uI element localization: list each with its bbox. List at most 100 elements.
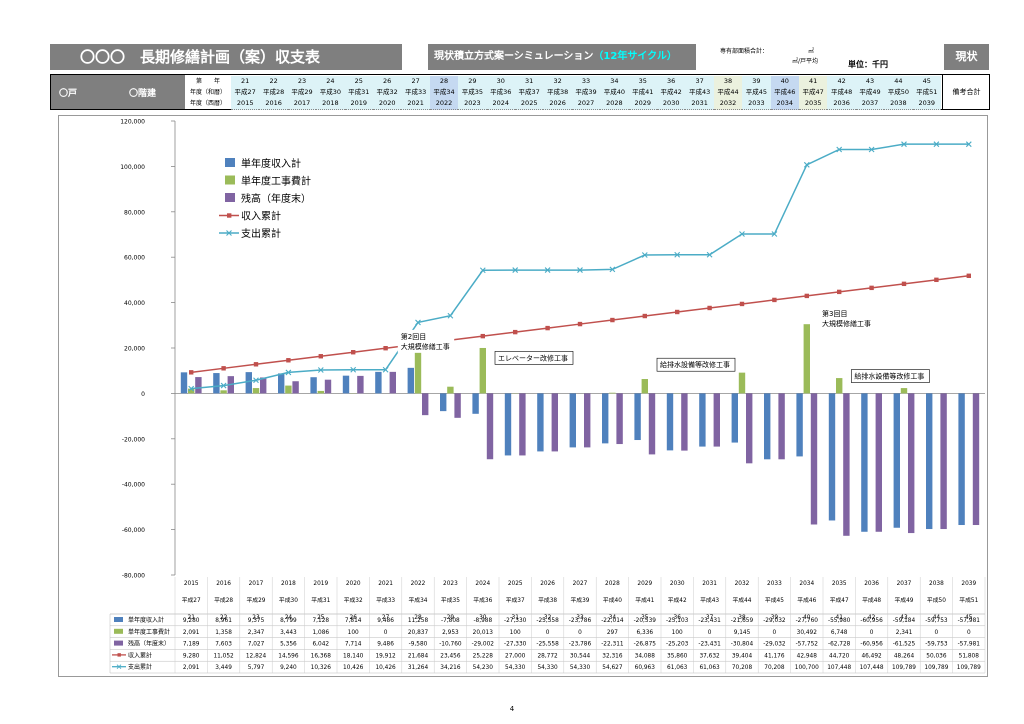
table-cell: 9,375 xyxy=(248,618,265,624)
simulation-label: 現状積立方式案ーシミュレーション（12年サイクル） xyxy=(428,44,696,70)
table-cell: 70,208 xyxy=(764,665,785,671)
table-cell: 10,426 xyxy=(375,665,396,671)
table-cell: 11,258 xyxy=(408,618,429,624)
table-cell: 54,330 xyxy=(537,665,558,671)
year-header-row-label: 年度（和暦） xyxy=(189,89,226,96)
bar xyxy=(602,393,609,444)
table-cell: 0 xyxy=(870,630,874,636)
year-header-row-label: 第 年 xyxy=(195,78,220,85)
data-point xyxy=(286,358,291,363)
table-cell: 9,280 xyxy=(183,618,200,624)
table-header-cell: 平成49 xyxy=(895,596,914,604)
table-cell: 61,063 xyxy=(667,665,688,671)
data-point xyxy=(220,382,227,389)
annotation-text: 大規模修繕工事 xyxy=(822,319,871,328)
table-header-cell: 2037 xyxy=(897,581,912,587)
table-header-cell: 2024 xyxy=(475,581,490,587)
table-cell: -22,311 xyxy=(601,642,624,648)
bar xyxy=(616,393,623,445)
table-header-cell: 2038 xyxy=(929,581,944,587)
year-header-cell: 2027 xyxy=(571,98,601,110)
table-cell: -10,760 xyxy=(439,642,462,648)
annotation-box xyxy=(656,357,736,372)
data-point xyxy=(674,251,681,258)
legend-marker xyxy=(227,213,232,218)
year-header-cell: 2036 xyxy=(827,98,856,110)
table-cell: -23,786 xyxy=(569,618,592,624)
table-header-cell: 平成32 xyxy=(344,596,363,604)
year-header-cell: 2015 xyxy=(231,98,260,110)
table-cell: -8,988 xyxy=(473,618,492,624)
table-cell: 0 xyxy=(935,630,939,636)
data-point xyxy=(253,362,259,367)
data-point xyxy=(739,231,745,237)
bar xyxy=(551,393,558,452)
table-cell: 0 xyxy=(384,630,388,636)
table-header-cell: 44 xyxy=(933,615,941,621)
year-header-cell: 2037 xyxy=(855,98,885,110)
bar xyxy=(252,388,260,394)
bar xyxy=(486,393,494,460)
bar xyxy=(875,393,882,532)
table-header-cell: 2026 xyxy=(540,581,555,587)
table-cell: -29,002 xyxy=(472,642,495,648)
data-point xyxy=(837,289,842,295)
legend-marker xyxy=(226,230,232,236)
table-header-cell: 2032 xyxy=(735,581,750,587)
year-header-cell: 2020 xyxy=(373,98,402,110)
table-cell: 39,404 xyxy=(732,653,753,659)
data-point xyxy=(318,354,323,359)
table-header-cell: 平成46 xyxy=(797,596,816,604)
table-cell: 3,449 xyxy=(215,665,232,671)
table-header-cell: 37 xyxy=(706,615,714,621)
table-cell: -25,103 xyxy=(666,618,689,624)
table-header-cell: 42 xyxy=(868,615,876,621)
data-point xyxy=(966,273,971,278)
table-header-cell: 平成30 xyxy=(279,596,298,604)
area-label: 専有部面積合計： xyxy=(720,48,769,55)
annotation-text: 給排水設備等改修工事 xyxy=(854,372,924,381)
annotation-text: 給排水設備等改修工事 xyxy=(660,360,730,369)
y-tick-label: -60,000 xyxy=(122,527,145,534)
data-point xyxy=(642,313,647,319)
bar xyxy=(648,393,656,455)
data-point xyxy=(285,369,292,376)
table-header-cell: 38 xyxy=(738,615,746,621)
year-header-cell: 2021 xyxy=(401,98,430,110)
table-cell: 37,632 xyxy=(699,653,720,659)
year-header-cell: 2038 xyxy=(884,98,913,110)
bar xyxy=(213,373,220,394)
bar xyxy=(666,393,674,451)
table-cell: 7,128 xyxy=(312,618,329,624)
year-header-cell: 2039 xyxy=(912,98,941,110)
data-point xyxy=(641,252,648,258)
bar xyxy=(292,381,299,394)
table-header-cell: 平成27 xyxy=(182,596,201,604)
table-header-cell: 41 xyxy=(836,615,844,621)
bar xyxy=(699,393,706,447)
bar xyxy=(738,372,746,394)
table-key xyxy=(114,628,123,634)
table-cell: 48,264 xyxy=(894,653,915,659)
bar xyxy=(803,324,810,394)
year-header-cell: 2019 xyxy=(344,98,373,110)
table-header-cell: 43 xyxy=(900,615,908,621)
year-header-cell: 2022 xyxy=(429,98,459,110)
bar xyxy=(641,379,648,394)
data-point xyxy=(577,321,583,327)
year-header-cell: 2032 xyxy=(713,98,743,110)
table-cell: 34,216 xyxy=(440,665,461,671)
table-cell: 42,948 xyxy=(797,653,818,659)
data-point xyxy=(351,350,356,355)
table-cell: 51,808 xyxy=(959,653,980,659)
table-header-cell: 平成38 xyxy=(538,596,557,604)
table-cell: 2,091 xyxy=(183,630,200,636)
bar xyxy=(357,375,364,394)
bar xyxy=(375,371,382,394)
y-tick-label: -20,000 xyxy=(122,436,145,443)
legend-label: 残高（年度末） xyxy=(241,192,311,205)
legend-label: 単年度収入計 xyxy=(241,157,301,170)
table-header-cell: 2027 xyxy=(573,581,588,587)
annotation-box xyxy=(397,329,455,353)
bar xyxy=(188,388,195,394)
